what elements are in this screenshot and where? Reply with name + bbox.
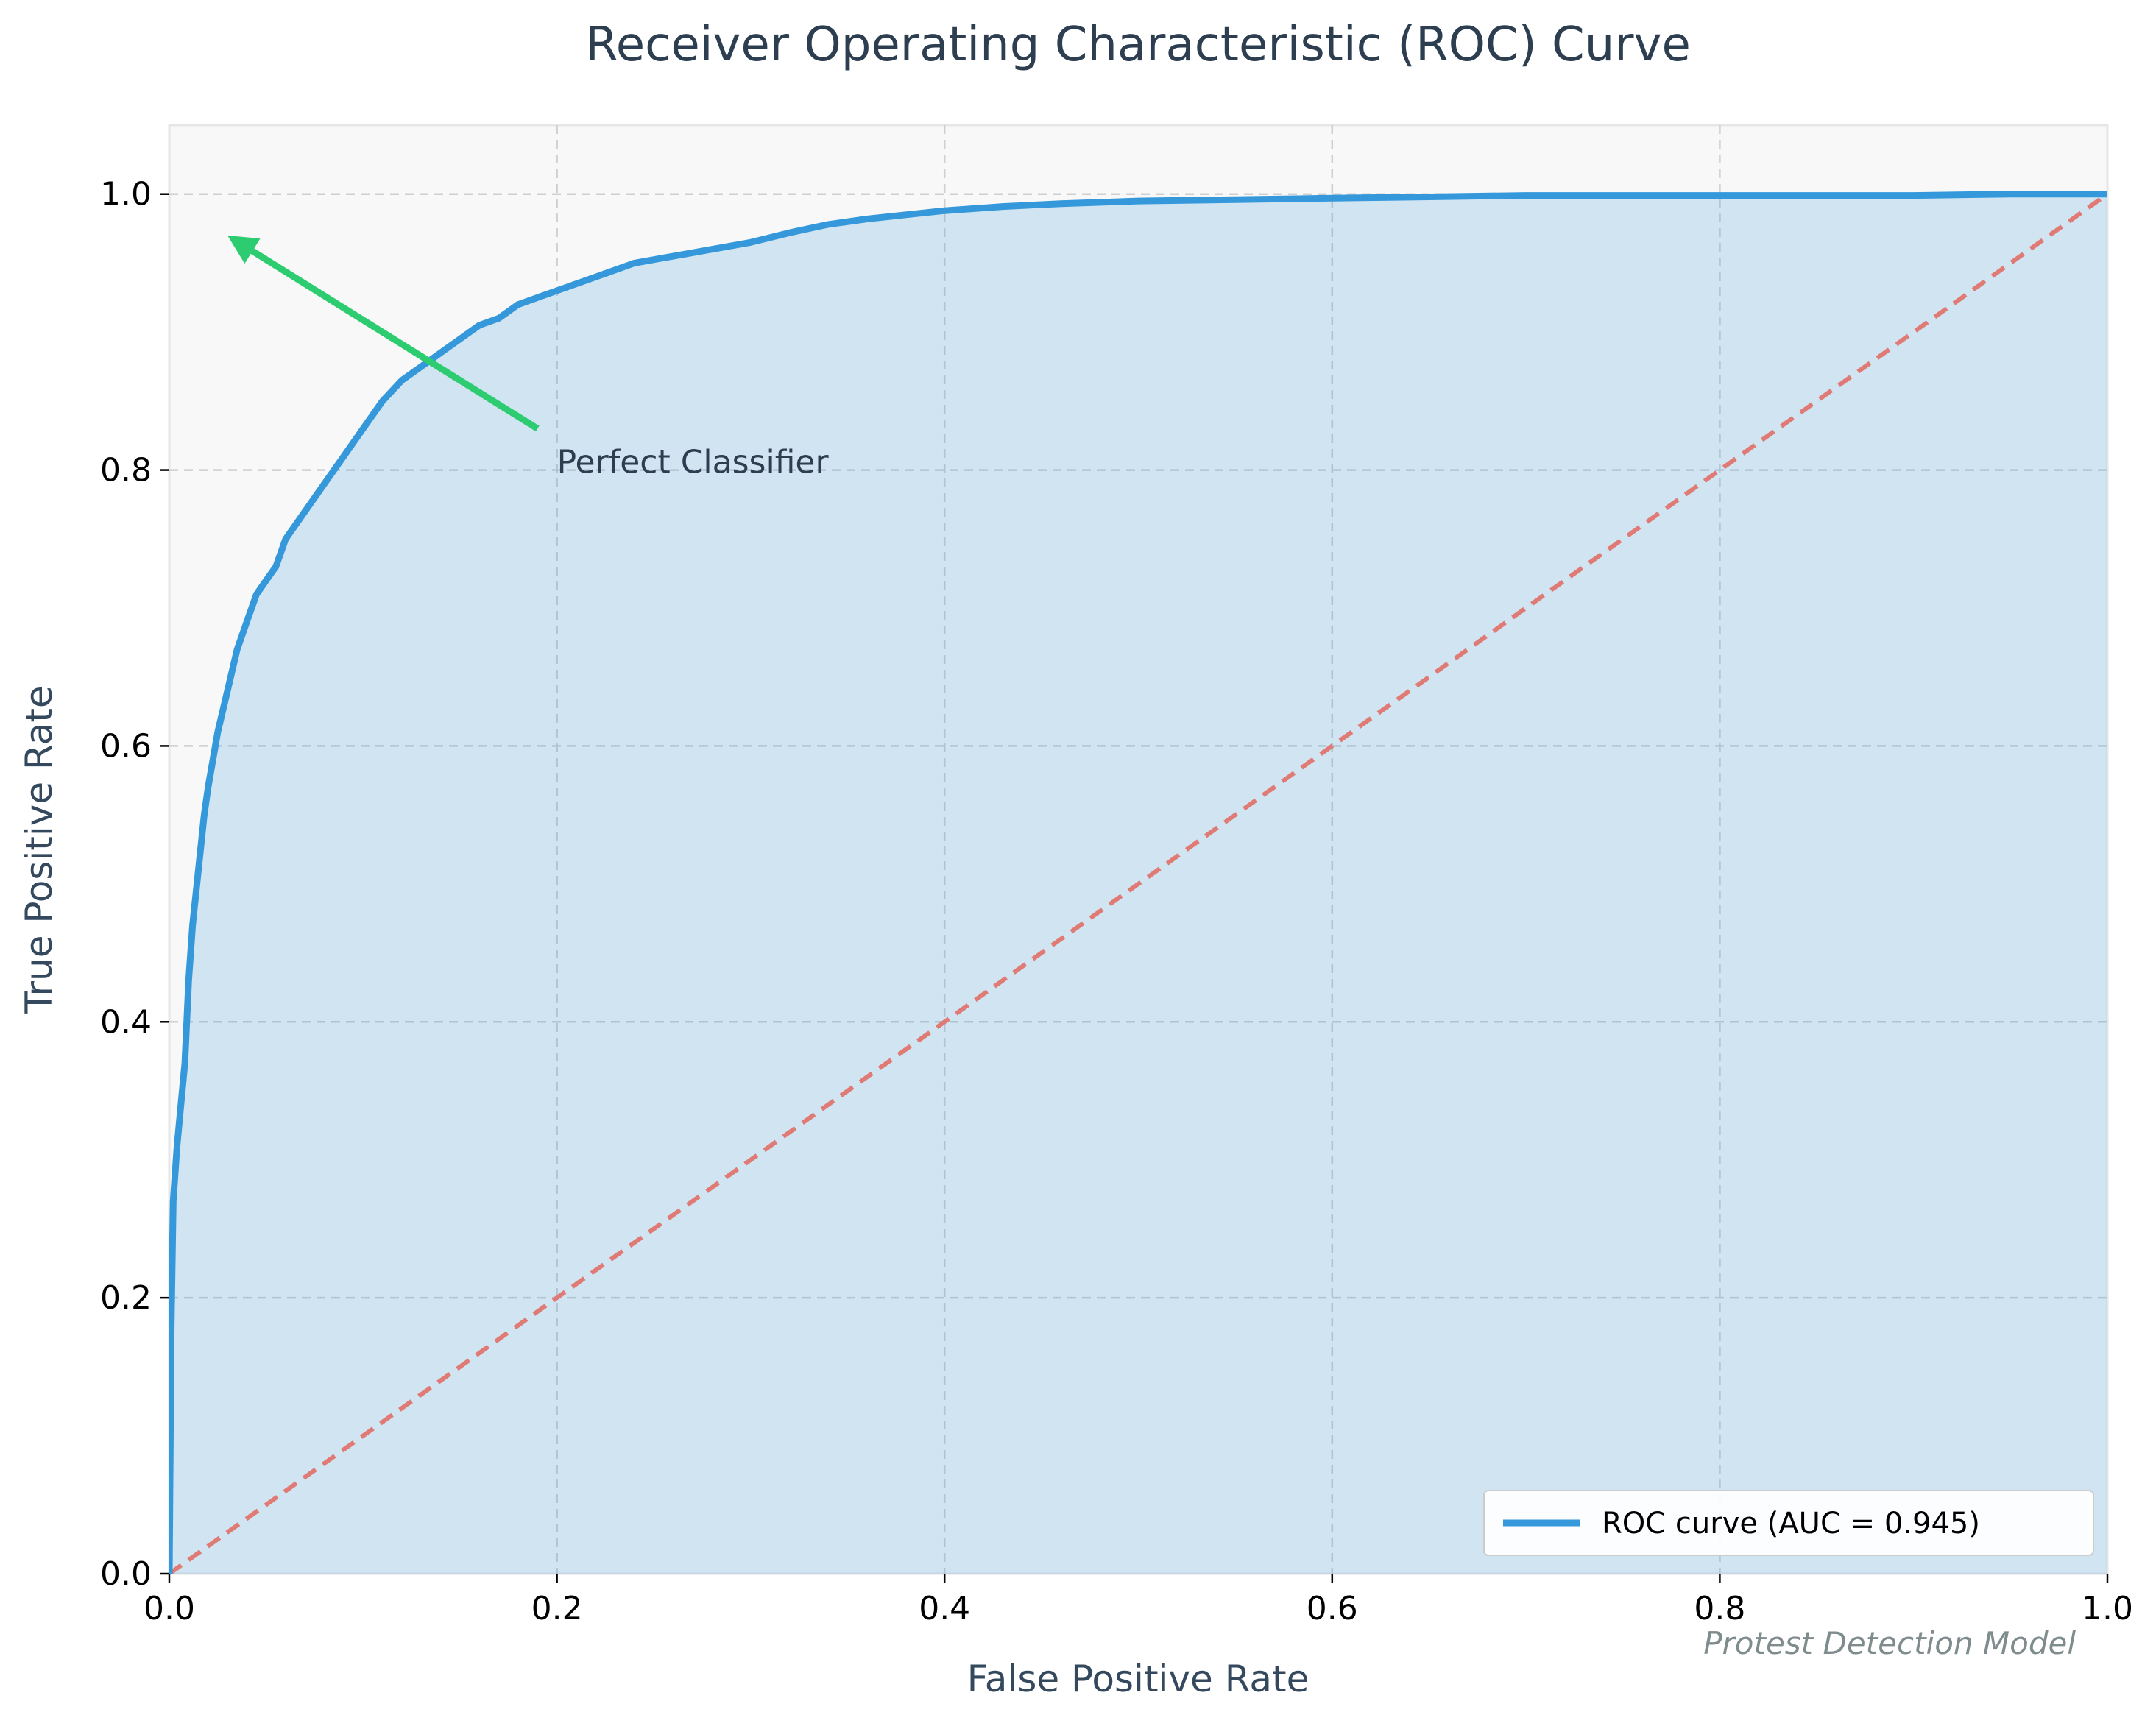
x-tick-label-0: 0.0: [144, 1590, 195, 1627]
annotation-arrow-shaft: [250, 248, 540, 432]
grid-lines: [169, 125, 2107, 1574]
y-tick-label-3: 0.6: [100, 727, 152, 765]
x-tick-label-1: 0.2: [531, 1590, 583, 1627]
y-tick-label-4: 0.8: [100, 452, 152, 489]
x-axis-label: False Positive Rate: [967, 1658, 1309, 1700]
x-tick-label-3: 0.6: [1307, 1590, 1358, 1627]
y-tick-label-1: 0.2: [100, 1279, 152, 1317]
annotation-text: Perfect Classifier: [557, 444, 830, 481]
roc-curve: [169, 191, 2107, 1574]
plot-background: [168, 124, 2109, 1575]
legend-label-roc: ROC curve (AUC = 0.945): [1602, 1507, 1980, 1541]
x-tick-label-4: 0.8: [1694, 1590, 1745, 1627]
chart-title: Receiver Operating Characteristic (ROC) …: [585, 18, 1691, 72]
diagonal-reference-line: [169, 192, 2107, 1574]
y-tick-label-2: 0.4: [100, 1003, 152, 1041]
legend: ROC curve (AUC = 0.945): [1483, 1490, 2094, 1556]
annotation: Perfect Classifier: [227, 235, 830, 481]
x-tick-label-5: 1.0: [2082, 1590, 2133, 1627]
roc-curve-line: [169, 191, 2107, 1574]
y-tick-label-0: 0.0: [100, 1555, 152, 1593]
watermark: Protest Detection Model: [1703, 1625, 2076, 1661]
legend-box: [1483, 1490, 2094, 1556]
annotation-arrow-head: [227, 235, 261, 264]
random-classifier-line: [169, 192, 2107, 1574]
axis-ticks: 0.0 0.2 0.4 0.6 0.8 1.0 0.0 0.2 0.4 0.6 0.8 1.0: [100, 176, 2133, 1627]
y-axis-label: True Positive Rate: [18, 685, 60, 1014]
x-tick-label-2: 0.4: [919, 1590, 970, 1627]
y-tick-label-5: 1.0: [100, 176, 152, 213]
